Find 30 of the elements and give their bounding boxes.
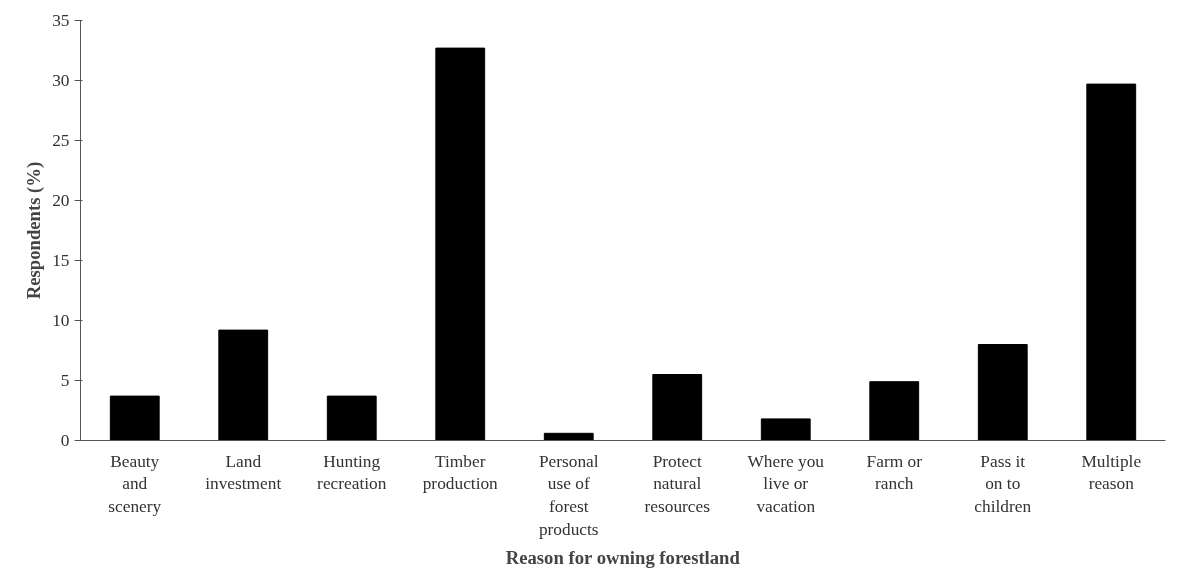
x-tick-label: Hunting recreation <box>317 451 387 494</box>
x-tick-label: Timber production <box>422 451 499 494</box>
x-axis-title: Reason for owning forestland <box>505 546 741 568</box>
y-tick-label: 20 <box>52 191 70 210</box>
y-axis-title: Respondents (%) <box>23 161 46 300</box>
x-tick-label: Multiple reason <box>1081 451 1142 494</box>
y-tick-label: 5 <box>60 371 70 390</box>
y-tick-label: 15 <box>52 251 70 270</box>
bar <box>760 418 811 441</box>
x-tick-label: Beauty and scenery <box>108 451 162 517</box>
x-tick-label: Where you live or vacation <box>747 451 825 517</box>
bar <box>652 374 703 441</box>
bar <box>869 381 920 441</box>
bar <box>1086 83 1137 441</box>
bar <box>543 432 594 441</box>
x-tick-label: Land investment <box>205 451 282 494</box>
bar <box>435 47 486 441</box>
bar <box>326 395 377 441</box>
x-tick-label: Personal use of forest products <box>538 451 599 539</box>
bar <box>977 344 1028 441</box>
y-tick-label: 0 <box>60 431 70 450</box>
x-tick-label: Farm or ranch <box>866 451 923 494</box>
x-tick-label: Pass it on to children <box>974 451 1032 517</box>
y-tick-label: 35 <box>52 11 70 30</box>
bar <box>109 395 160 441</box>
y-tick-label: 10 <box>52 311 70 330</box>
y-tick-label: 25 <box>52 131 70 150</box>
x-tick-label: Protect natural resources <box>644 451 711 517</box>
bar <box>218 329 269 441</box>
y-tick-label: 30 <box>52 71 70 90</box>
